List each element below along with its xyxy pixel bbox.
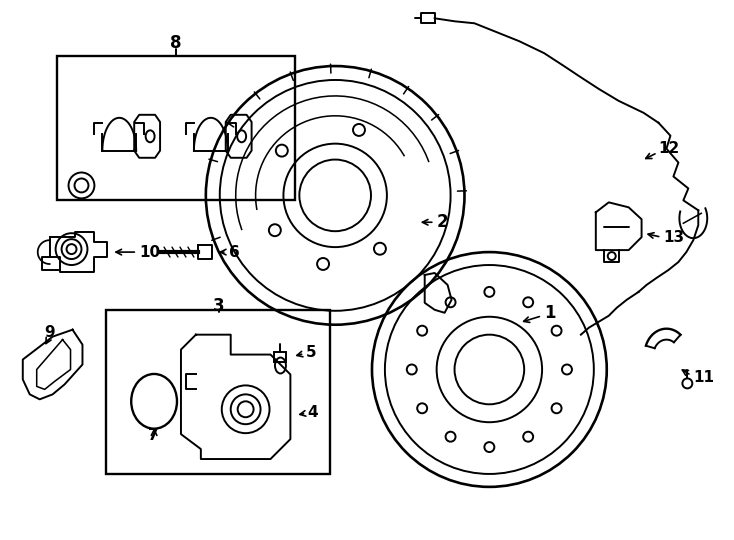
Text: 13: 13: [664, 230, 685, 245]
Text: 1: 1: [544, 304, 556, 322]
Text: 10: 10: [139, 245, 160, 260]
Bar: [57, 56, 295, 200]
Text: 9: 9: [44, 325, 55, 340]
Text: 7: 7: [148, 428, 159, 443]
Text: 5: 5: [305, 345, 316, 360]
Text: 12: 12: [658, 141, 680, 156]
Text: 11: 11: [694, 370, 714, 385]
Bar: [106, 310, 330, 474]
Text: 3: 3: [213, 297, 225, 315]
Bar: [275, 352, 286, 361]
Text: 4: 4: [308, 405, 318, 420]
Text: 8: 8: [170, 34, 182, 52]
Text: 2: 2: [437, 213, 448, 231]
Text: 6: 6: [229, 245, 239, 260]
